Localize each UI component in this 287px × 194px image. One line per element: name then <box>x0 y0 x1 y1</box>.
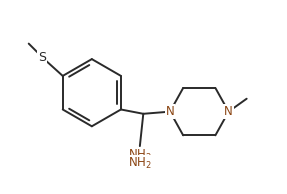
Text: NH$_2$: NH$_2$ <box>128 156 152 171</box>
Text: N: N <box>166 105 174 118</box>
Text: N: N <box>224 105 233 118</box>
Text: S: S <box>38 51 46 64</box>
Text: S: S <box>38 51 46 64</box>
Text: N: N <box>166 105 174 118</box>
Text: NH$_2$: NH$_2$ <box>128 148 152 163</box>
Text: N: N <box>224 105 233 118</box>
